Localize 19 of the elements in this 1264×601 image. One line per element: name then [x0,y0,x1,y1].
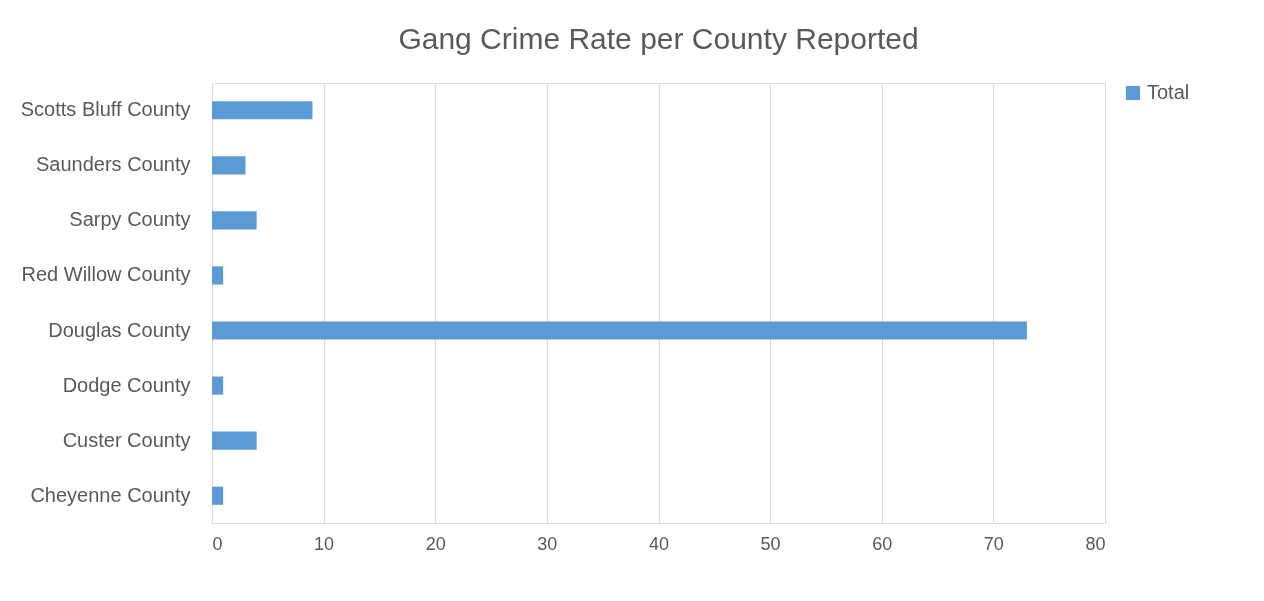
y-tick-label: Cheyenne County [30,483,191,506]
x-tick-label: 0 [212,533,223,554]
legend-label: Total [1147,81,1190,103]
y-tick-label: Saunders County [35,153,191,176]
y-tick-label: Custer County [62,428,191,451]
x-tick-label: 40 [648,533,670,554]
x-tick-label: 60 [872,533,893,554]
y-tick-label: Dodge County [62,373,191,396]
y-tick-label: Red Willow County [21,263,191,286]
x-tick-label: 50 [760,533,781,554]
y-tick-label: Douglas County [48,318,191,341]
y-tick-label: Sarpy County [69,208,191,231]
x-tick-label: 10 [314,533,335,554]
x-tick-label: 30 [537,533,558,554]
x-tick-label: 70 [983,533,1004,554]
x-tick-label: 20 [425,533,446,554]
chart-title: Gang Crime Rate per County Reported [398,22,919,55]
y-tick-label: Scotts Bluff County [20,98,191,121]
x-tick-label: 80 [1085,533,1106,554]
